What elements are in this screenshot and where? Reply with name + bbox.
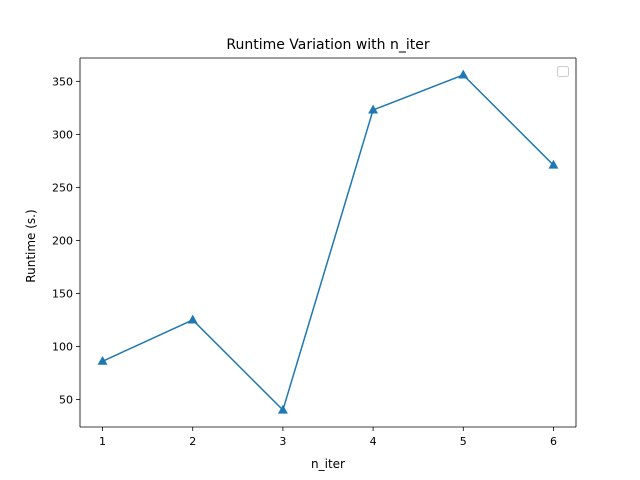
y-tick-label: 350	[52, 75, 73, 88]
chart-title: Runtime Variation with n_iter	[226, 37, 430, 53]
y-tick-label: 50	[59, 393, 73, 406]
ticks: 1 2 3 4 5 6 50 100 150 200 250 300 350	[52, 75, 557, 448]
y-tick-label: 200	[52, 234, 73, 247]
data-point-marker	[187, 314, 198, 324]
data-point-marker	[277, 404, 288, 414]
data-point-marker	[458, 69, 469, 79]
x-axis-label: n_iter	[311, 457, 345, 471]
y-axis-label: Runtime (s.)	[24, 209, 38, 282]
x-tick-label: 1	[99, 435, 106, 448]
series-line	[102, 74, 554, 411]
y-tick-label: 250	[52, 181, 73, 194]
data-series	[97, 69, 559, 414]
y-tick-label: 150	[52, 287, 73, 300]
x-tick-label: 3	[279, 435, 286, 448]
axes	[79, 57, 577, 428]
x-tick-label: 6	[550, 435, 557, 448]
data-point-marker	[548, 159, 559, 169]
x-tick-label: 4	[370, 435, 377, 448]
data-point-marker	[97, 355, 108, 365]
y-tick-label: 100	[52, 340, 73, 353]
x-tick-label: 5	[460, 435, 467, 448]
x-tick-label: 2	[189, 435, 196, 448]
y-tick-label: 300	[52, 128, 73, 141]
plot-area	[80, 58, 576, 427]
legend-box	[557, 66, 569, 77]
plot-background	[80, 58, 576, 427]
data-point-marker	[368, 104, 379, 114]
